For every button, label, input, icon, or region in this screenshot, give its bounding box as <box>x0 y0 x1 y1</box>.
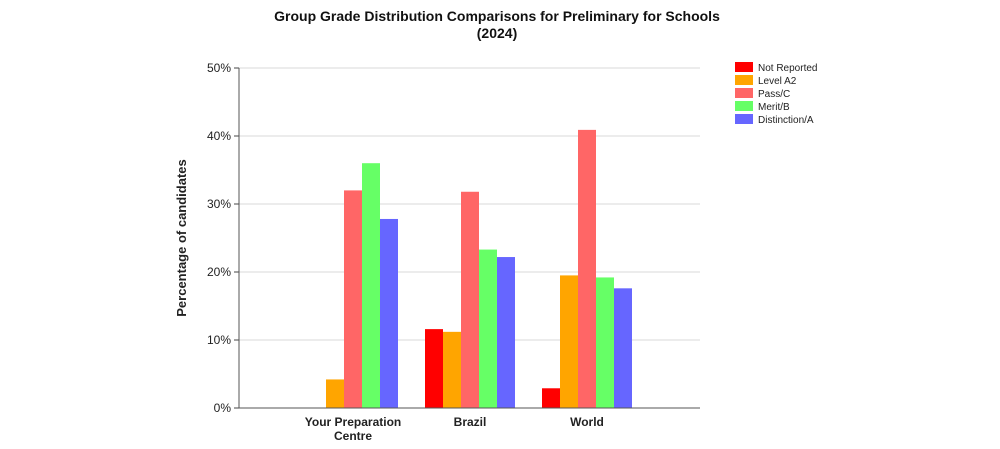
bar-level-a2-2 <box>560 275 578 408</box>
legend-swatch <box>735 101 753 111</box>
bar-pass-c-2 <box>578 129 596 408</box>
bars-group <box>326 129 632 408</box>
y-tick-label: 40% <box>207 129 231 143</box>
bar-merit-b-1 <box>479 249 497 408</box>
bar-merit-b-0 <box>362 163 380 408</box>
y-tick-labels: 0% 10% 20% 30% 40% 50% <box>207 61 231 415</box>
axes <box>238 68 700 409</box>
y-tick-label: 30% <box>207 197 231 211</box>
bar-not-reported-1 <box>425 329 443 408</box>
bar-merit-b-2 <box>596 277 614 408</box>
legend-label: Merit/B <box>758 102 790 113</box>
legend-label: Level A2 <box>758 76 797 87</box>
bar-distinction-a-1 <box>497 257 515 408</box>
bar-distinction-a-0 <box>380 218 398 408</box>
y-tick-label: 20% <box>207 265 231 279</box>
bar-distinction-a-2 <box>614 288 632 408</box>
y-tick-label: 50% <box>207 61 231 75</box>
legend-label: Not Reported <box>758 63 817 74</box>
chart-title-line-2: (2024) <box>477 25 517 41</box>
y-axis-label: Percentage of candidates <box>174 159 189 317</box>
bar-level-a2-1 <box>443 331 461 408</box>
y-tick-label: 0% <box>214 401 232 415</box>
legend-swatch <box>735 75 753 85</box>
x-category-label: World <box>570 415 604 429</box>
bar-pass-c-0 <box>344 190 362 408</box>
legend-swatch <box>735 88 753 98</box>
legend-swatch <box>735 62 753 72</box>
bar-pass-c-1 <box>461 191 479 408</box>
x-category-label: Brazil <box>454 415 487 429</box>
chart-title-line-1: Group Grade Distribution Comparisons for… <box>274 8 720 24</box>
legend: Not Reported Level A2 Pass/C Merit/B Distinc… <box>735 62 817 126</box>
legend-label: Pass/C <box>758 89 790 100</box>
bar-level-a2-0 <box>326 379 344 408</box>
bar-not-reported-2 <box>542 388 560 408</box>
x-category-label: Your Preparation Centre <box>305 415 401 443</box>
x-category-labels: Your Preparation Centre Brazil World <box>305 415 604 443</box>
legend-swatch <box>735 114 753 124</box>
legend-label: Distinction/A <box>758 115 814 126</box>
y-tick-label: 10% <box>207 333 231 347</box>
